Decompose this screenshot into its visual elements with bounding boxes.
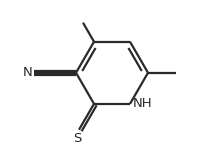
Text: NH: NH bbox=[133, 97, 153, 110]
Text: N: N bbox=[22, 66, 32, 79]
Text: S: S bbox=[73, 132, 82, 145]
